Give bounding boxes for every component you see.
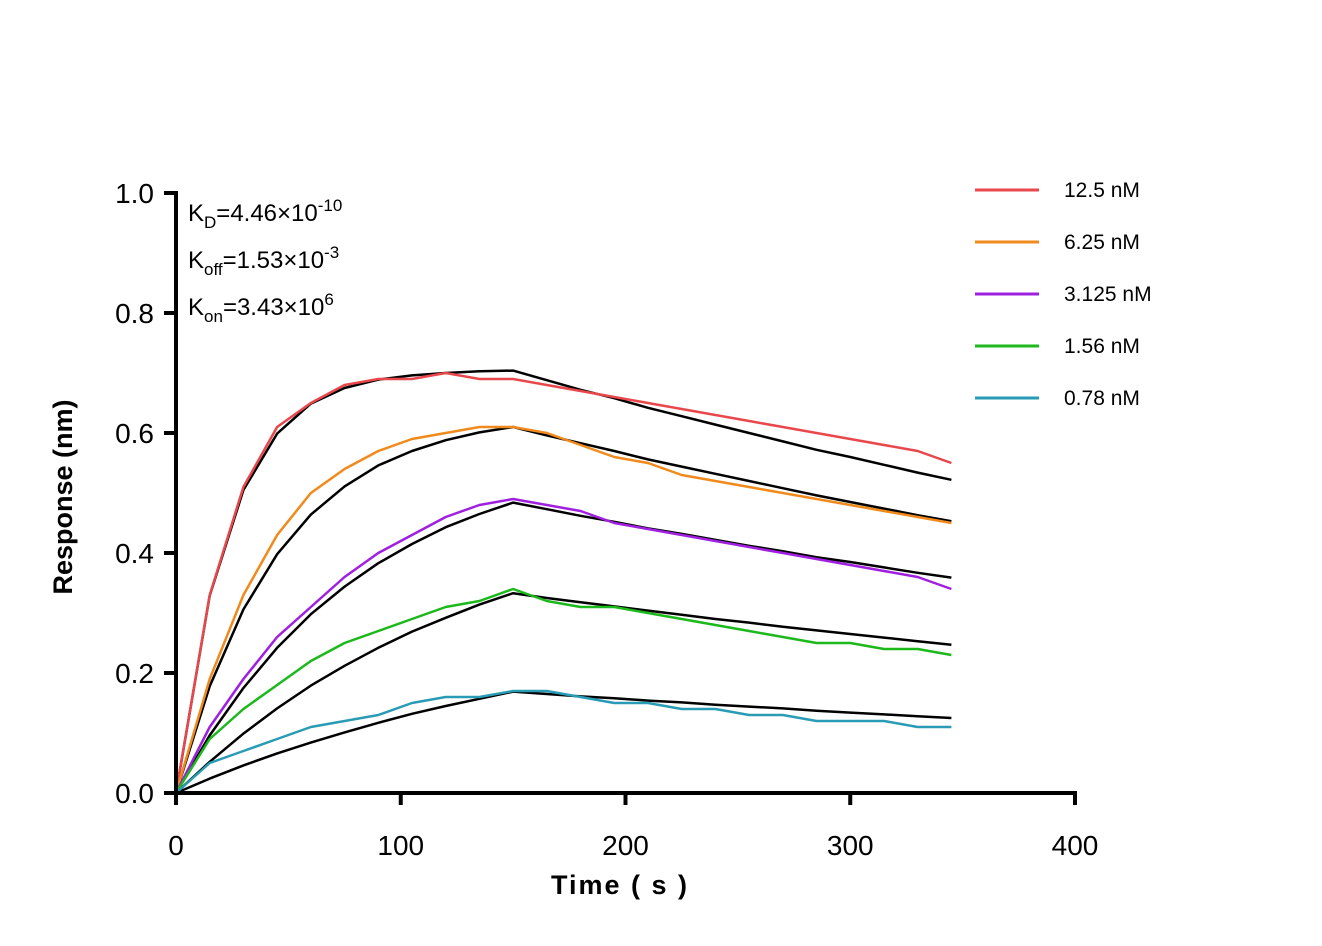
fit-line <box>175 591 952 794</box>
y-axis-title: Response (nm) <box>48 399 78 594</box>
data-line <box>174 587 952 794</box>
y-tick-label: 0.2 <box>115 658 154 689</box>
x-tick-label: 0 <box>168 830 184 861</box>
y-tick-label: 0.0 <box>115 778 154 809</box>
data-line <box>174 371 952 794</box>
legend-label: 3.125 nM <box>1064 283 1152 306</box>
data-line <box>174 497 952 794</box>
y-tick-label: 0.6 <box>115 418 154 449</box>
legend-label: 1.56 nM <box>1064 335 1140 358</box>
x-axis-title: Time ( s ) <box>551 870 689 900</box>
legend-label: 12.5 nM <box>1064 179 1140 202</box>
axes: 0.0 0.2 0.4 0.6 0.8 1.0 0 100 200 300 400 <box>115 178 1098 861</box>
y-tick-label: 0.8 <box>115 298 154 329</box>
x-tick-label: 100 <box>377 830 424 861</box>
y-tick-label: 0.4 <box>115 538 154 569</box>
data-series <box>174 371 952 794</box>
x-tick-label: 300 <box>827 830 874 861</box>
annotation: KD=4.46×10-10 <box>188 196 342 232</box>
fit-line <box>175 690 952 795</box>
legend-label: 6.25 nM <box>1064 231 1140 254</box>
annotation: Koff=1.53×10-3 <box>188 243 339 279</box>
fit-curves <box>174 369 952 795</box>
x-tick-label: 400 <box>1052 830 1099 861</box>
legend-label: 0.78 nM <box>1064 387 1140 410</box>
x-tick-label: 200 <box>602 830 649 861</box>
annotation: Kon=3.43×106 <box>188 290 334 326</box>
fit-line <box>174 369 952 794</box>
legend: 12.5 nM 6.25 nM 3.125 nM 1.56 nM 0.78 nM <box>975 179 1152 410</box>
y-tick-label: 1.0 <box>115 178 154 209</box>
data-line <box>174 425 952 794</box>
fit-line <box>174 425 952 794</box>
data-line <box>175 689 952 794</box>
kinetics-annotations: KD=4.46×10-10 Koff=1.53×10-3 Kon=3.43×106 <box>188 196 342 326</box>
fit-line <box>174 501 952 794</box>
